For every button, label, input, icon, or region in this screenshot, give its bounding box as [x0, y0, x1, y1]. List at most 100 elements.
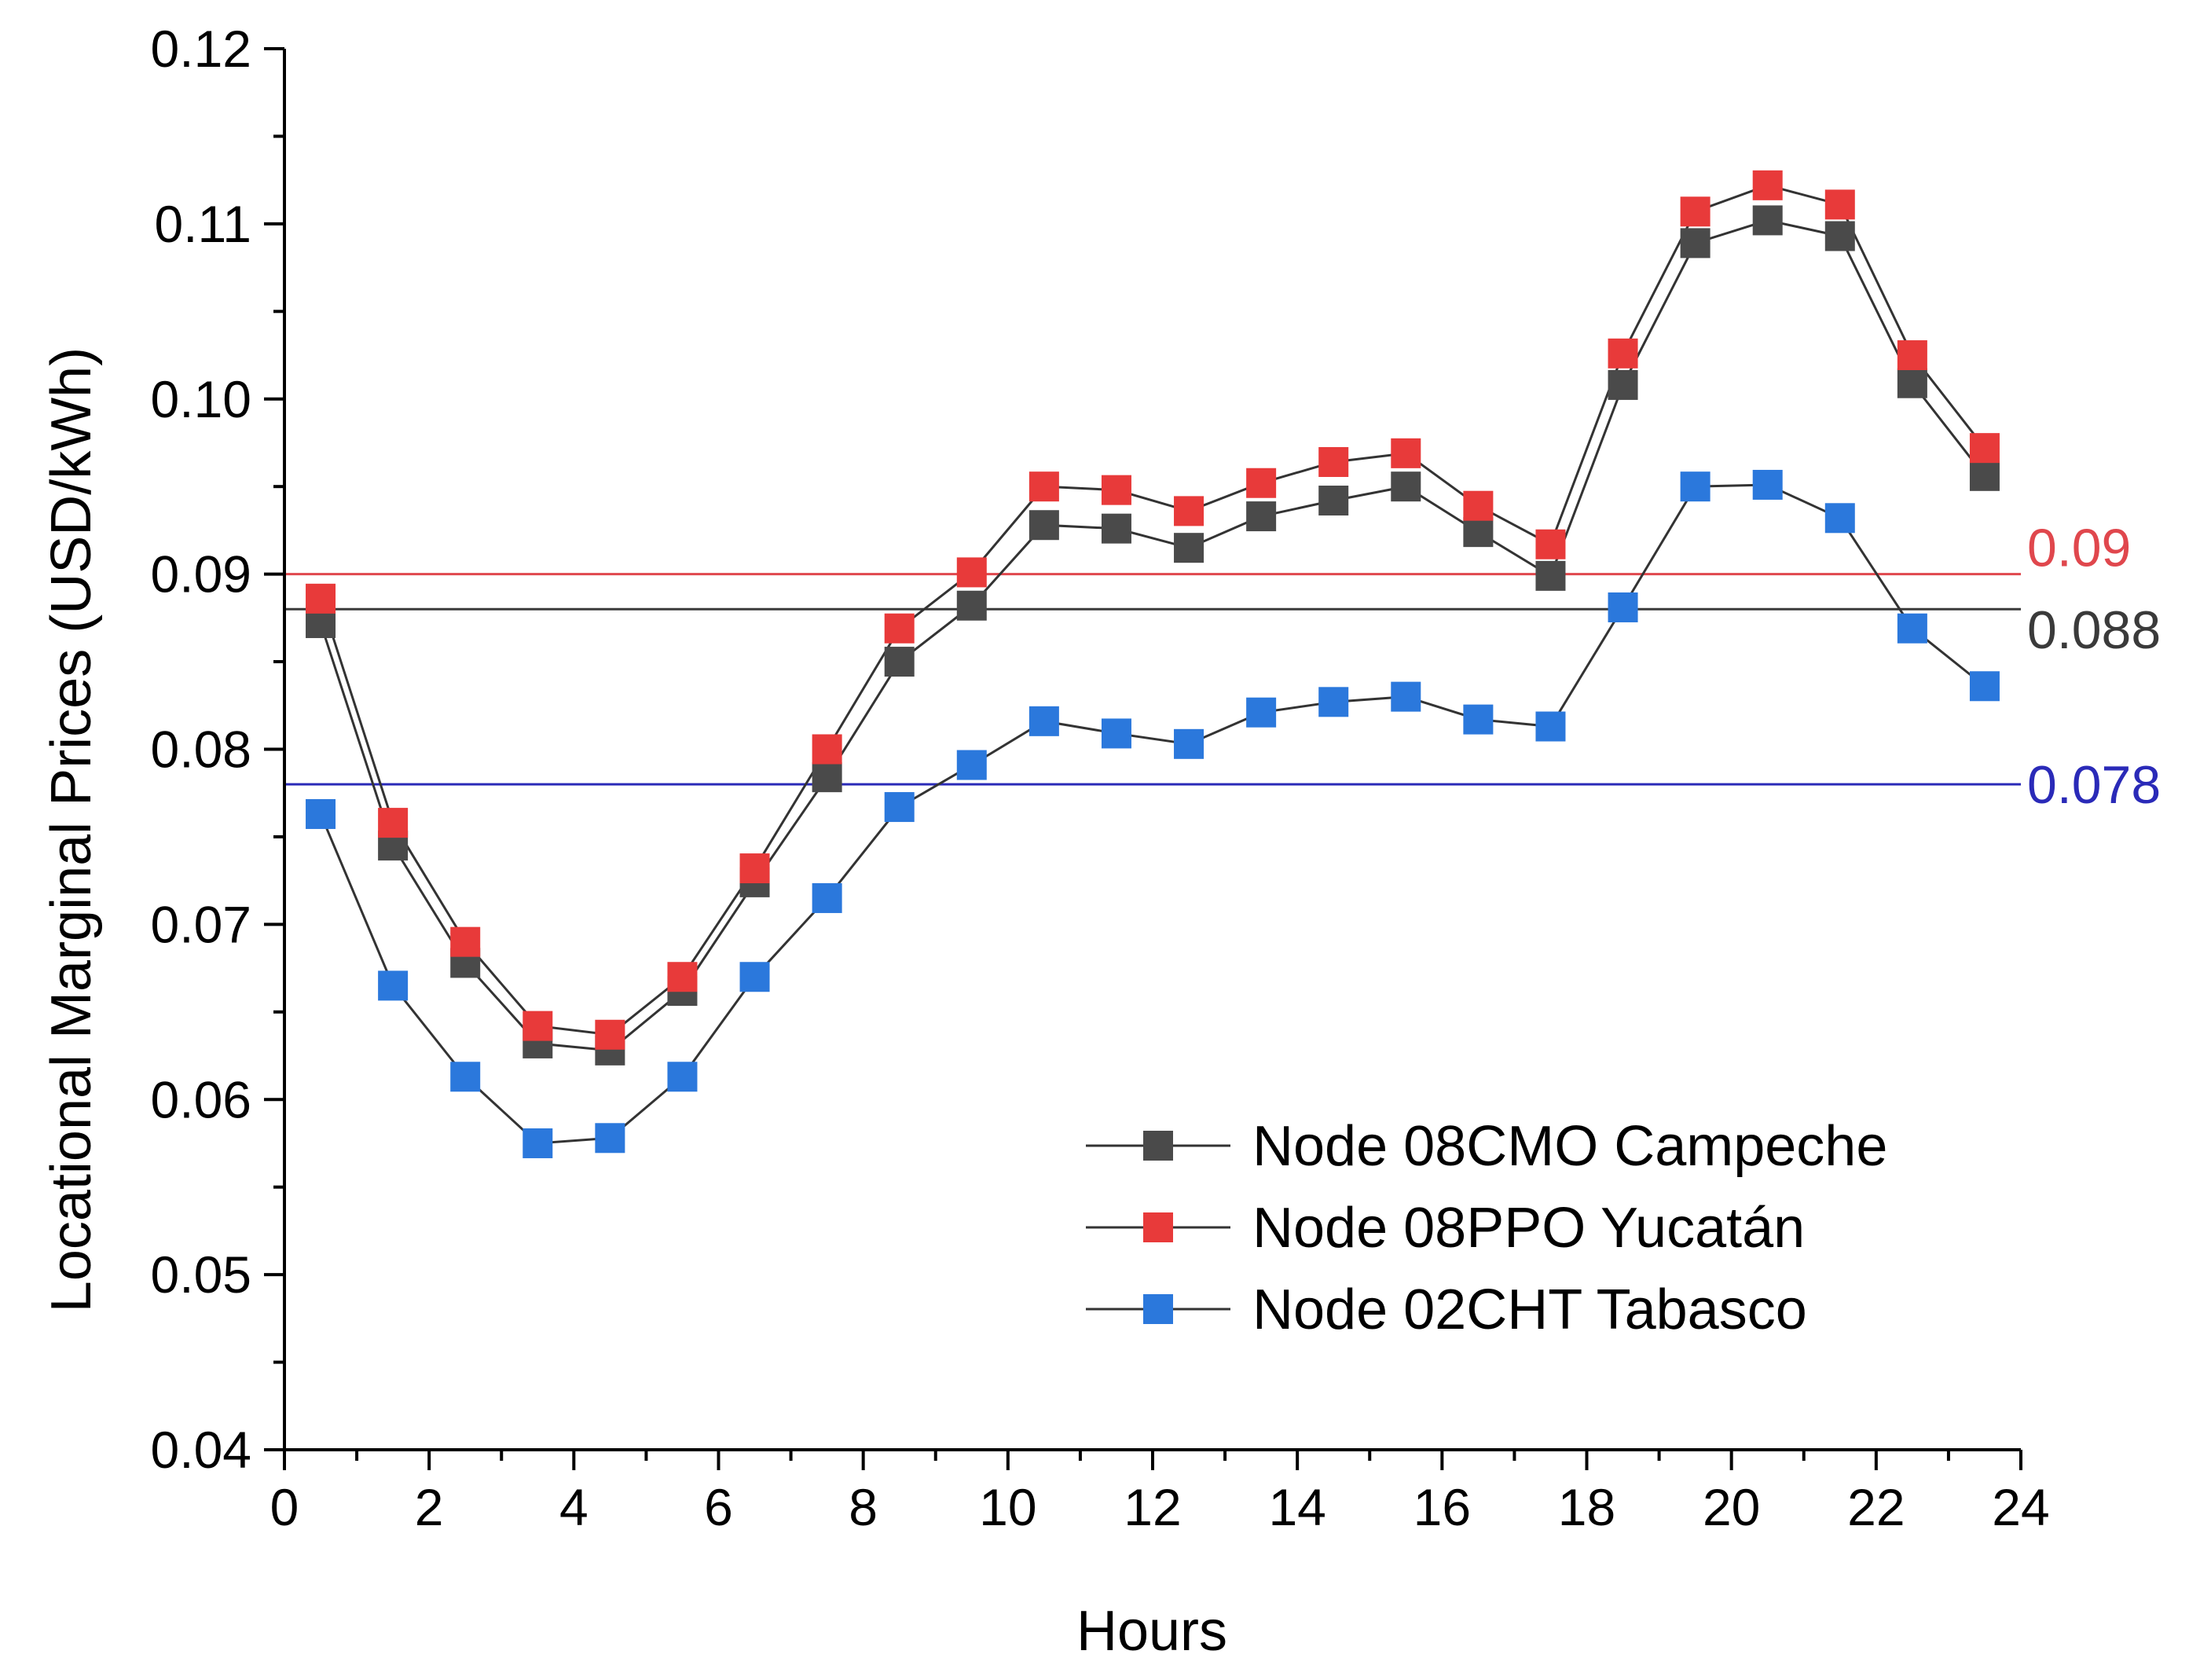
y-tick-label: 0.12 [151, 20, 251, 78]
data-point [1680, 471, 1710, 502]
data-point [1174, 728, 1204, 759]
legend-marker [1143, 1212, 1173, 1242]
data-point [1101, 475, 1131, 505]
data-point [1101, 513, 1131, 544]
x-tick-label: 2 [415, 1478, 444, 1536]
data-point [1463, 704, 1494, 735]
data-point [306, 798, 336, 829]
legend-label: Node 02CHT Tabasco [1252, 1278, 1807, 1341]
data-point [1752, 205, 1783, 236]
data-point [1897, 368, 1927, 398]
x-axis-title: Hours [1076, 1600, 1227, 1663]
data-point [1680, 196, 1710, 227]
reference-line-label: 0.09 [2027, 519, 2131, 578]
x-tick-label: 6 [704, 1478, 733, 1536]
data-point [1463, 517, 1494, 548]
data-point [450, 1062, 481, 1092]
reference-lines [284, 573, 2021, 786]
data-point [1752, 469, 1783, 500]
data-point [1028, 706, 1059, 736]
data-point [1897, 340, 1927, 371]
legend: Node 08CMO Campeche Node 08PPO Yucatán Nod… [1086, 1115, 1887, 1341]
data-point [884, 647, 915, 677]
data-point [812, 734, 842, 765]
data-point [956, 557, 987, 588]
data-point [595, 1019, 625, 1050]
reference-line-label: 0.078 [2027, 755, 2161, 815]
x-tick-label: 14 [1268, 1478, 1326, 1536]
legend-label: Node 08CMO Campeche [1252, 1115, 1887, 1178]
data-point [884, 792, 915, 823]
y-tick-label: 0.08 [151, 721, 251, 779]
data-point [1535, 529, 1566, 559]
x-tick-label: 16 [1414, 1478, 1471, 1536]
x-tick-label: 8 [849, 1478, 878, 1536]
reference-labels: 0.09 0.088 0.078 [2027, 519, 2161, 815]
data-point [1101, 718, 1131, 749]
y-tick-label: 0.09 [151, 545, 251, 603]
x-ticks: 0 2 4 6 8 10 12 14 16 18 20 22 24 [270, 1450, 2050, 1536]
data-point [522, 1011, 553, 1041]
data-point [812, 882, 842, 913]
data-point [1824, 503, 1855, 534]
data-point [1535, 711, 1566, 742]
data-point [1246, 468, 1277, 498]
data-point [812, 762, 842, 793]
data-point [1608, 592, 1638, 622]
data-point [1897, 613, 1927, 644]
y-tick-label: 0.06 [151, 1070, 251, 1128]
data-point [1463, 490, 1494, 521]
y-tick-label: 0.10 [151, 370, 251, 428]
data-point [1318, 486, 1349, 516]
data-point [1028, 471, 1059, 502]
x-tick-label: 18 [1558, 1478, 1615, 1536]
x-tick-label: 12 [1124, 1478, 1181, 1536]
data-point [1318, 446, 1349, 477]
data-point [1391, 681, 1421, 712]
data-point [1824, 189, 1855, 220]
data-point [1535, 560, 1566, 591]
y-axis-title: Locational Marginal Prices (USD/kWh) [40, 347, 103, 1312]
data-point [667, 1062, 698, 1092]
y-tick-label: 0.05 [151, 1245, 251, 1304]
x-tick-label: 20 [1703, 1478, 1760, 1536]
data-point [1824, 221, 1855, 251]
y-tick-label: 0.04 [151, 1421, 251, 1479]
data-point [306, 583, 336, 614]
data-point [1969, 671, 2000, 702]
data-point [1391, 438, 1421, 468]
series-lines [319, 184, 1986, 1145]
data-point [1752, 170, 1783, 200]
data-point [1028, 510, 1059, 541]
data-point [739, 853, 770, 884]
series-line [319, 218, 1986, 1052]
legend-label: Node 08PPO Yucatán [1252, 1197, 1805, 1260]
data-point [522, 1128, 553, 1158]
data-point [1318, 687, 1349, 717]
data-point [1608, 369, 1638, 400]
data-point [1608, 338, 1638, 369]
x-tick-label: 4 [559, 1478, 588, 1536]
x-tick-label: 10 [979, 1478, 1036, 1536]
x-tick-label: 24 [1992, 1478, 2049, 1536]
series-line [319, 483, 1986, 1145]
data-point [1246, 501, 1277, 532]
legend-marker [1143, 1131, 1173, 1161]
data-point [884, 613, 915, 644]
legend-marker [1143, 1294, 1173, 1324]
data-point [450, 926, 481, 957]
y-tick-label: 0.07 [151, 895, 251, 953]
data-point [595, 1123, 625, 1154]
data-point [1391, 471, 1421, 502]
data-point [956, 750, 987, 780]
data-point [739, 962, 770, 992]
y-ticks: 0.04 0.05 0.06 0.07 0.08 0.09 0.10 0.11 0.12 [151, 20, 284, 1479]
data-point [1969, 433, 2000, 464]
data-point [667, 962, 698, 992]
data-point [1969, 460, 2000, 491]
series-markers [306, 170, 2000, 1158]
data-point [1174, 533, 1204, 563]
data-point [956, 590, 987, 621]
x-tick-label: 22 [1847, 1478, 1905, 1536]
